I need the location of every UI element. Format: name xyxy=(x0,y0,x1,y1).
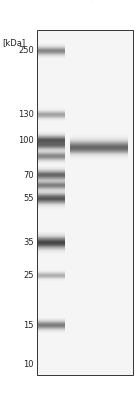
Bar xyxy=(38,206,65,207)
Bar xyxy=(37,30,133,375)
Bar xyxy=(38,251,65,252)
Bar xyxy=(38,233,65,234)
Bar xyxy=(38,200,65,201)
Bar xyxy=(38,201,65,202)
Text: 10: 10 xyxy=(23,360,34,369)
Bar xyxy=(38,197,65,198)
Bar xyxy=(70,147,128,148)
Text: 25: 25 xyxy=(23,271,34,280)
Text: HepG2: HepG2 xyxy=(86,0,114,2)
Bar xyxy=(38,192,65,193)
Bar xyxy=(38,203,65,204)
Bar xyxy=(70,150,128,151)
Bar xyxy=(38,207,65,208)
Bar xyxy=(38,245,65,246)
Bar xyxy=(70,142,128,143)
Bar xyxy=(70,148,128,149)
Bar xyxy=(38,241,65,242)
Bar xyxy=(70,156,128,157)
Bar xyxy=(38,199,65,200)
Bar xyxy=(38,250,65,251)
Bar xyxy=(38,239,65,240)
Bar xyxy=(38,188,65,189)
Bar xyxy=(38,198,65,199)
Bar xyxy=(70,155,128,156)
Bar xyxy=(38,189,65,190)
Bar xyxy=(38,252,65,253)
Bar xyxy=(38,190,65,191)
Text: [kDa]: [kDa] xyxy=(2,38,25,47)
Bar xyxy=(38,247,65,248)
Text: 70: 70 xyxy=(23,170,34,180)
Bar xyxy=(38,196,65,197)
Bar xyxy=(38,237,65,238)
Bar xyxy=(70,144,128,145)
Bar xyxy=(70,154,128,155)
Bar xyxy=(38,242,65,243)
Bar xyxy=(38,238,65,239)
Text: 250: 250 xyxy=(18,46,34,56)
Bar xyxy=(38,232,65,233)
Bar xyxy=(70,138,128,139)
Bar xyxy=(70,143,128,144)
Bar xyxy=(70,139,128,140)
Bar xyxy=(38,253,65,254)
Bar xyxy=(38,234,65,235)
Bar xyxy=(38,205,65,206)
Text: 15: 15 xyxy=(23,321,34,330)
Bar xyxy=(70,146,128,147)
Bar xyxy=(38,248,65,249)
Bar xyxy=(70,135,128,136)
Bar xyxy=(38,235,65,236)
Bar xyxy=(70,145,128,146)
Bar xyxy=(70,141,128,142)
Text: 100: 100 xyxy=(18,136,34,145)
Bar xyxy=(38,202,65,203)
Bar xyxy=(70,153,128,154)
Text: 130: 130 xyxy=(18,110,34,119)
Bar xyxy=(38,240,65,241)
Bar xyxy=(38,249,65,250)
Bar xyxy=(38,236,65,237)
Bar xyxy=(38,191,65,192)
Text: 35: 35 xyxy=(23,238,34,247)
Bar xyxy=(38,194,65,195)
Bar xyxy=(38,246,65,247)
Bar xyxy=(70,140,128,141)
Bar xyxy=(70,157,128,158)
Bar xyxy=(38,244,65,245)
Bar xyxy=(70,149,128,150)
Bar xyxy=(38,193,65,194)
Bar xyxy=(70,152,128,153)
Bar xyxy=(38,204,65,205)
Bar xyxy=(70,158,128,159)
Bar xyxy=(70,136,128,137)
Bar xyxy=(70,137,128,138)
Bar xyxy=(38,195,65,196)
Bar xyxy=(38,243,65,244)
Bar xyxy=(70,151,128,152)
Text: 55: 55 xyxy=(23,194,34,203)
